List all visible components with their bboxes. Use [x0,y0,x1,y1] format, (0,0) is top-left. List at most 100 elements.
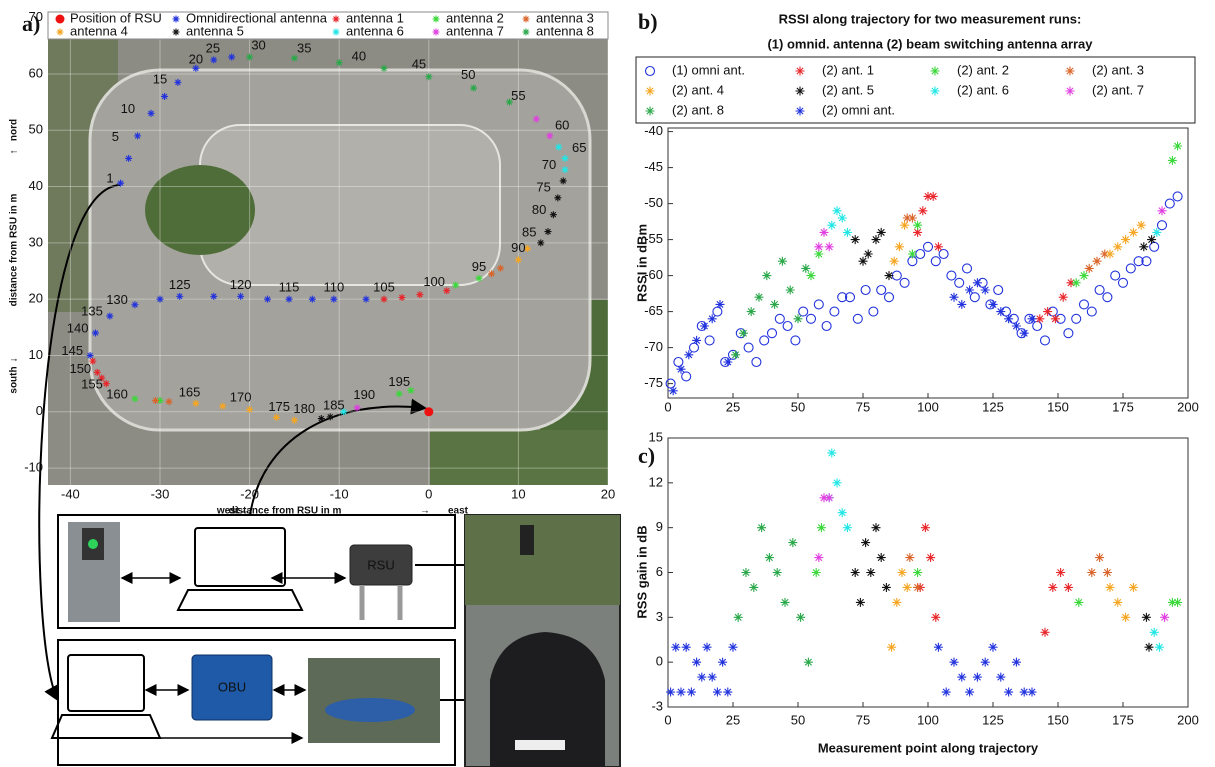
point-annotation: 1 [106,171,113,186]
data-point [174,79,181,86]
legend-marker [931,67,940,76]
data-point [716,300,725,309]
point-annotation: 35 [297,40,311,55]
data-point [424,407,433,416]
y-tick-label: -45 [644,159,663,174]
x-tick-label: 50 [791,712,805,727]
data-point [1093,257,1102,266]
data-point [561,155,568,162]
point-annotation: 195 [388,374,410,389]
data-point [794,314,803,323]
panel-label: b) [638,9,658,34]
point-annotation: 65 [572,140,586,155]
legend-label: antenna 8 [536,23,594,38]
legend-marker [333,16,340,23]
point-annotation: 125 [169,277,191,292]
x-tick-label: -10 [330,486,349,501]
legend-marker [523,29,530,36]
point-annotation: 90 [511,240,525,255]
y-low-label: south [9,366,20,393]
y-arrow: ↓ [9,358,20,363]
x-tick-label: 200 [1177,399,1199,414]
data-point [246,54,253,61]
point-annotation: 85 [522,225,536,240]
x-tick-label: -20 [240,486,259,501]
data-point [1056,568,1065,577]
legend-marker [433,29,440,36]
panel-label: c) [638,443,655,468]
data-point [807,271,816,280]
point-annotation: 15 [153,71,167,86]
data-point [1121,235,1130,244]
x-tick-label: 150 [1047,712,1069,727]
y-tick-label: 15 [649,429,663,444]
data-point [859,257,868,266]
legend-label: (2) ant. 6 [957,82,1009,97]
point-annotation: 45 [412,57,426,72]
y-tick-label: -55 [644,231,663,246]
legend-marker [57,29,64,36]
point-annotation: 105 [373,280,395,295]
x-tick-label: 0 [664,712,671,727]
data-point [125,155,132,162]
x-tick-label: -30 [151,486,170,501]
data-point [210,56,217,63]
chart-title: (1) omnid. antenna (2) beam switching an… [767,36,1093,51]
point-annotation: 165 [179,384,201,399]
x-tick-label: 75 [856,399,870,414]
data-point [94,369,101,376]
legend-marker [796,67,805,76]
data-point [117,180,124,187]
point-annotation: 40 [352,49,366,64]
point-annotation: 145 [61,343,83,358]
x-tick-label: 10 [511,486,525,501]
data-point [833,206,842,215]
y-tick-label: -65 [644,303,663,318]
data-point [885,271,894,280]
y-tick-label: 12 [649,474,663,489]
y-tick-label: 0 [656,654,663,669]
data-point [228,54,235,61]
data-point [1043,307,1052,316]
data-point [1051,314,1060,323]
plot-frame [668,128,1188,398]
y-tick-label: 50 [29,122,43,137]
data-point [134,132,141,139]
point-annotation: 150 [69,361,91,376]
point-annotation: 155 [81,377,103,392]
point-annotation: 75 [536,180,550,195]
y-tick-label: -70 [644,339,663,354]
y-tick-label: 20 [29,291,43,306]
data-point [950,293,959,302]
point-annotation: 30 [251,37,265,52]
x-tick-label: 50 [791,399,805,414]
y-axis-labels: distance from RSU in m south ↓ ↑ nord [9,119,20,394]
x-tick-label: 100 [917,712,939,727]
legend-marker [173,16,180,23]
y-tick-label: -3 [651,698,663,713]
legend-marker [1066,87,1075,96]
y-arrow: ↑ [9,150,20,155]
legend-marker [333,29,340,36]
y-tick-label: 40 [29,178,43,193]
y-high-label: nord [9,119,20,141]
x-tick-label: 0 [664,399,671,414]
x-axis-label: Measurement point along trajectory [818,740,1039,755]
point-annotation: 140 [67,320,89,335]
point-annotation: 55 [511,88,525,103]
data-point [755,293,764,302]
legend-label: antenna 5 [186,23,244,38]
data-point [161,93,168,100]
data-point [1158,206,1167,215]
data-point [561,166,568,173]
x-tick-label: 175 [1112,399,1134,414]
y-tick-label: 30 [29,234,43,249]
data-point [1106,250,1115,259]
data-point [898,568,907,577]
point-annotation: 95 [472,259,486,274]
point-annotation: 50 [461,67,475,82]
legend-label: antenna 4 [70,23,128,38]
point-annotation: 80 [532,202,546,217]
point-annotation: 110 [323,280,344,295]
y-tick-label: 3 [656,609,663,624]
